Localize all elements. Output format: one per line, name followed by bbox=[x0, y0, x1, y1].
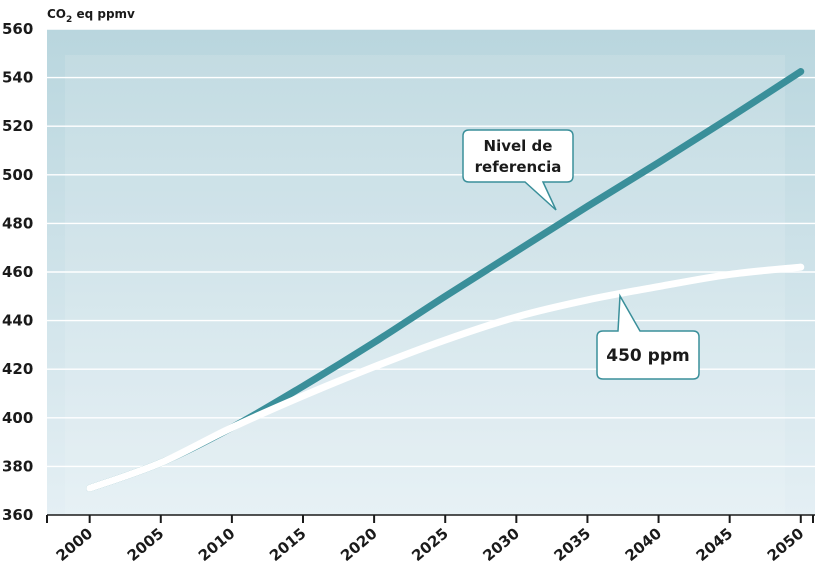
y-tick-label: 520 bbox=[2, 117, 33, 135]
y-tick-label: 360 bbox=[2, 506, 33, 524]
y-tick-label: 540 bbox=[2, 69, 33, 87]
y-axis: 560 540 520 500 480 460 440 420 400 380 360 bbox=[2, 20, 33, 524]
y-tick-label: 500 bbox=[2, 166, 33, 184]
x-tick-label: 2030 bbox=[479, 524, 523, 562]
y-tick-label: 560 bbox=[2, 20, 33, 38]
unit-main: CO bbox=[47, 7, 66, 21]
y-tick-label: 400 bbox=[2, 409, 33, 427]
unit-rest: eq ppmv bbox=[72, 7, 135, 21]
x-tick-label: 2040 bbox=[622, 524, 666, 562]
series-line-450ppm bbox=[86, 263, 805, 492]
x-tick-label: 2015 bbox=[266, 524, 310, 562]
callout-reference-text: Nivel de bbox=[484, 137, 553, 155]
x-tick-label: 2050 bbox=[764, 524, 808, 562]
x-tick-label: 2005 bbox=[124, 524, 168, 562]
series-lines bbox=[86, 68, 805, 492]
callout-reference-bubble bbox=[462, 129, 574, 211]
x-axis bbox=[46, 514, 815, 523]
x-tick-label: 2035 bbox=[550, 524, 594, 562]
y-tick-label: 420 bbox=[2, 360, 33, 378]
unit-subscript: 2 bbox=[66, 15, 72, 25]
callouts: Nivel de referencia 450 ppm bbox=[462, 129, 700, 380]
x-tick-labels: 2000 2005 2010 2015 2020 2025 2030 2035 2040 2045… bbox=[53, 524, 808, 562]
y-tick-label: 380 bbox=[2, 457, 33, 475]
x-tick-label: 2045 bbox=[693, 524, 737, 562]
y-axis-unit-label: CO2 eq ppmv bbox=[47, 7, 135, 25]
callout-reference: Nivel de referencia bbox=[462, 129, 574, 211]
callout-450ppm-bubble bbox=[596, 293, 700, 380]
x-tick-label: 2020 bbox=[337, 524, 381, 562]
callout-450ppm: 450 ppm bbox=[596, 293, 700, 380]
x-tick-label: 2000 bbox=[53, 524, 97, 562]
callout-450ppm-text: 450 ppm bbox=[606, 346, 689, 366]
y-tick-label: 480 bbox=[2, 214, 33, 232]
callout-reference-text: referencia bbox=[475, 158, 562, 176]
x-tick-label: 2010 bbox=[195, 524, 239, 562]
x-tick-label: 2025 bbox=[408, 524, 452, 562]
y-tick-label: 440 bbox=[2, 312, 33, 330]
y-tick-label: 460 bbox=[2, 263, 33, 281]
